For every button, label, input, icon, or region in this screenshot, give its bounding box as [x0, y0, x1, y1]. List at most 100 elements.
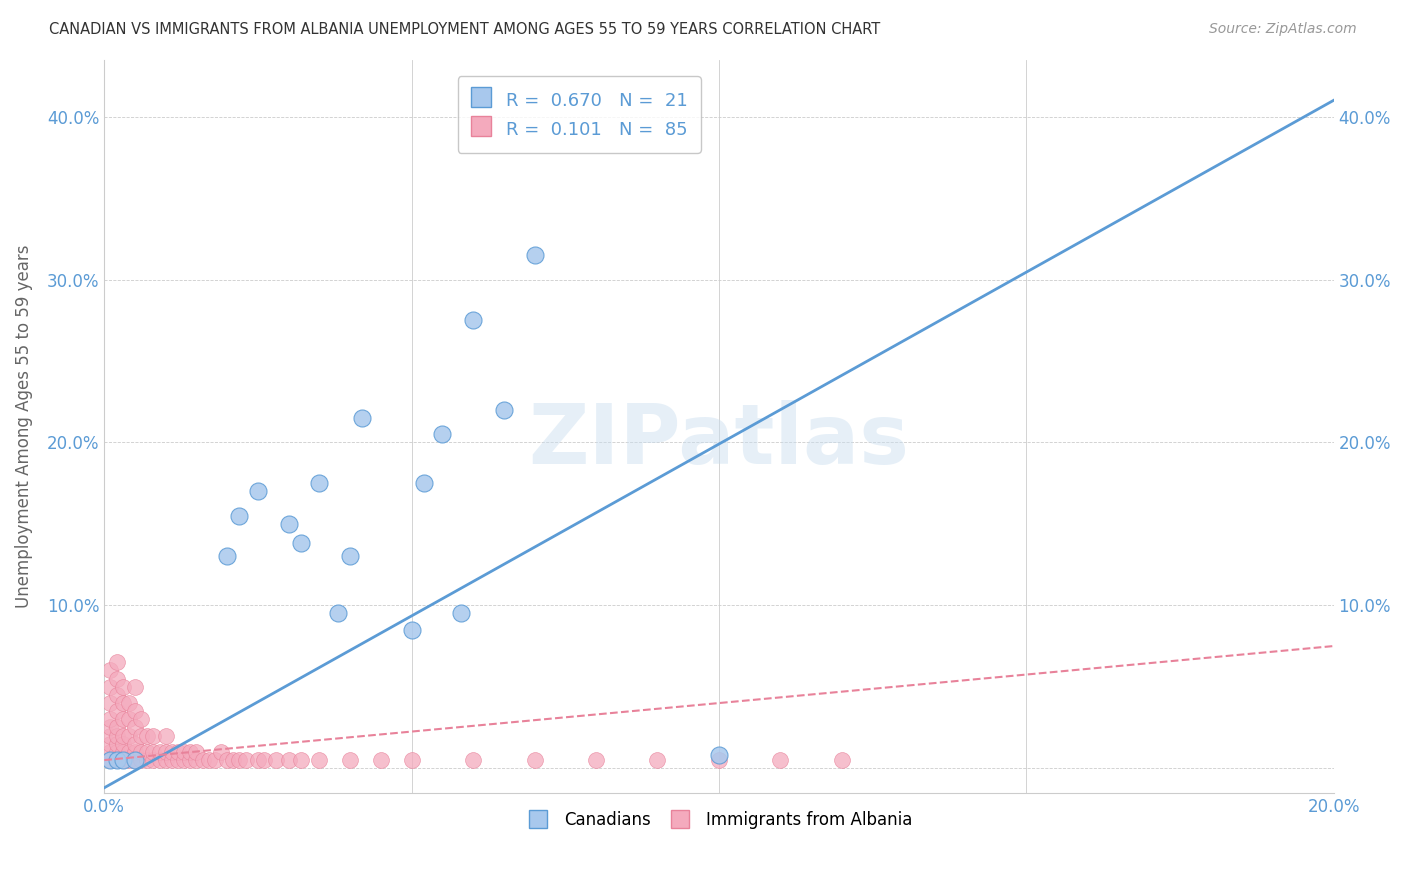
Point [142, 745, 165, 759]
Point [179, 745, 201, 759]
Point [142, 753, 165, 767]
Point [370, 753, 392, 767]
Point [105, 688, 128, 702]
Point [339, 753, 361, 767]
Y-axis label: Unemployment Among Ages 55 to 59 years: Unemployment Among Ages 55 to 59 years [15, 244, 32, 607]
Point [111, 753, 134, 767]
Point [118, 753, 141, 767]
Point [100, 737, 122, 751]
Point [235, 753, 257, 767]
Point [707, 748, 730, 763]
Point [124, 753, 146, 767]
Point [707, 753, 730, 767]
Point [191, 753, 214, 767]
Point [173, 753, 195, 767]
Point [100, 721, 122, 735]
Point [585, 753, 607, 767]
Point [167, 745, 190, 759]
Point [246, 484, 269, 499]
Point [461, 313, 484, 327]
Point [523, 753, 546, 767]
Point [769, 753, 792, 767]
Point [647, 753, 669, 767]
Point [136, 745, 159, 759]
Point [308, 753, 330, 767]
Point [136, 753, 159, 767]
Point [129, 745, 152, 759]
Point [160, 753, 183, 767]
Point [217, 549, 239, 564]
Point [100, 680, 122, 694]
Point [100, 753, 122, 767]
Point [290, 753, 312, 767]
Point [148, 745, 170, 759]
Point [186, 753, 208, 767]
Point [167, 753, 190, 767]
Point [401, 753, 423, 767]
Point [111, 712, 134, 726]
Point [105, 672, 128, 686]
Point [118, 745, 141, 759]
Point [105, 721, 128, 735]
Point [129, 712, 152, 726]
Point [160, 745, 183, 759]
Point [204, 753, 226, 767]
Point [179, 753, 201, 767]
Point [155, 745, 177, 759]
Point [118, 696, 141, 710]
Point [290, 536, 312, 550]
Point [432, 427, 454, 442]
Point [277, 516, 299, 531]
Text: ZIPatlas: ZIPatlas [529, 401, 910, 482]
Point [111, 696, 134, 710]
Point [197, 753, 219, 767]
Point [124, 704, 146, 718]
Point [253, 753, 276, 767]
Point [173, 745, 195, 759]
Point [217, 753, 239, 767]
Legend: Canadians, Immigrants from Albania: Canadians, Immigrants from Albania [519, 805, 920, 836]
Point [105, 737, 128, 751]
Point [111, 737, 134, 751]
Point [100, 696, 122, 710]
Point [155, 753, 177, 767]
Point [461, 753, 484, 767]
Point [412, 476, 434, 491]
Point [118, 712, 141, 726]
Point [266, 753, 288, 767]
Point [100, 664, 122, 678]
Text: Source: ZipAtlas.com: Source: ZipAtlas.com [1209, 22, 1357, 37]
Point [401, 623, 423, 637]
Point [228, 508, 250, 523]
Point [277, 753, 299, 767]
Point [831, 753, 853, 767]
Point [222, 753, 245, 767]
Point [100, 712, 122, 726]
Point [124, 721, 146, 735]
Point [142, 729, 165, 743]
Point [105, 656, 128, 670]
Point [186, 745, 208, 759]
Point [105, 729, 128, 743]
Point [124, 680, 146, 694]
Point [100, 753, 122, 767]
Point [100, 729, 122, 743]
Point [124, 753, 146, 767]
Point [105, 753, 128, 767]
Point [100, 745, 122, 759]
Point [339, 549, 361, 564]
Point [228, 753, 250, 767]
Point [326, 607, 349, 621]
Point [118, 729, 141, 743]
Point [129, 729, 152, 743]
Point [136, 729, 159, 743]
Point [155, 729, 177, 743]
Point [105, 745, 128, 759]
Point [111, 753, 134, 767]
Point [246, 753, 269, 767]
Point [111, 729, 134, 743]
Point [105, 753, 128, 767]
Point [308, 476, 330, 491]
Point [111, 745, 134, 759]
Point [148, 753, 170, 767]
